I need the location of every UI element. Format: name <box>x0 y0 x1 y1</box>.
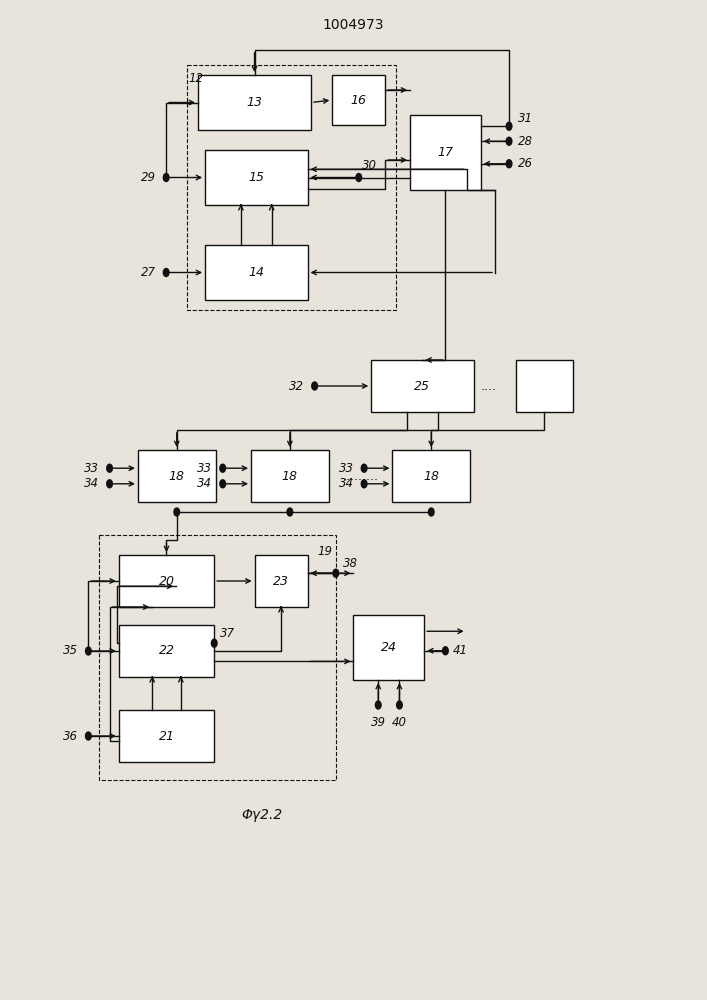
Text: 29: 29 <box>141 171 156 184</box>
Bar <box>187 65 396 310</box>
Text: 36: 36 <box>63 730 78 742</box>
Text: .........: ......... <box>343 470 378 483</box>
Text: ....: .... <box>481 379 497 392</box>
Text: 33: 33 <box>84 462 99 475</box>
Text: 12: 12 <box>189 72 204 85</box>
Bar <box>99 535 336 780</box>
Circle shape <box>220 480 226 488</box>
Circle shape <box>107 464 112 472</box>
Text: 30: 30 <box>362 159 378 172</box>
Text: Φγ2.2: Φγ2.2 <box>241 808 282 822</box>
Circle shape <box>220 464 226 472</box>
Text: 19: 19 <box>317 545 332 558</box>
Circle shape <box>163 268 169 276</box>
Bar <box>410 115 481 190</box>
Circle shape <box>506 122 512 130</box>
Text: 24: 24 <box>381 641 397 654</box>
Text: 27: 27 <box>141 266 156 279</box>
Circle shape <box>397 701 402 709</box>
Bar <box>205 245 308 300</box>
Text: 25: 25 <box>414 379 431 392</box>
Text: 34: 34 <box>197 477 212 490</box>
Bar <box>392 450 470 502</box>
Circle shape <box>86 647 91 655</box>
Circle shape <box>333 569 339 577</box>
Circle shape <box>361 464 367 472</box>
Circle shape <box>443 647 448 655</box>
Bar <box>371 360 474 412</box>
Text: 35: 35 <box>63 645 78 658</box>
Text: 33: 33 <box>197 462 212 475</box>
Circle shape <box>506 160 512 168</box>
Bar <box>332 75 385 125</box>
Text: 38: 38 <box>343 557 358 570</box>
Text: 26: 26 <box>518 157 532 170</box>
Text: 15: 15 <box>248 171 264 184</box>
Text: 17: 17 <box>438 146 453 159</box>
Text: 31: 31 <box>518 112 532 125</box>
Text: 34: 34 <box>339 477 354 490</box>
Text: 32: 32 <box>289 379 304 392</box>
Text: 20: 20 <box>158 575 175 588</box>
Bar <box>516 360 573 412</box>
Text: 1004973: 1004973 <box>323 18 384 32</box>
Text: 14: 14 <box>248 266 264 279</box>
Circle shape <box>287 508 293 516</box>
Bar <box>198 75 311 130</box>
Text: 40: 40 <box>392 716 407 730</box>
Bar <box>255 555 308 607</box>
Text: 18: 18 <box>282 470 298 483</box>
Circle shape <box>361 480 367 488</box>
Text: 41: 41 <box>452 644 467 657</box>
Text: 34: 34 <box>84 477 99 490</box>
Circle shape <box>312 382 317 390</box>
Circle shape <box>174 508 180 516</box>
Text: 37: 37 <box>220 627 235 640</box>
Text: 16: 16 <box>351 94 367 106</box>
Circle shape <box>428 508 434 516</box>
Bar <box>205 150 308 205</box>
Circle shape <box>107 480 112 488</box>
Circle shape <box>211 639 217 647</box>
Text: 33: 33 <box>339 462 354 475</box>
Bar <box>119 710 214 762</box>
Bar <box>119 625 214 677</box>
Bar <box>251 450 329 502</box>
Circle shape <box>506 137 512 145</box>
Circle shape <box>375 701 381 709</box>
Text: 21: 21 <box>158 730 175 742</box>
Bar <box>119 555 214 607</box>
Bar <box>138 450 216 502</box>
Text: 13: 13 <box>247 96 262 109</box>
Text: 28: 28 <box>518 135 532 148</box>
Text: 18: 18 <box>169 470 185 483</box>
Text: 23: 23 <box>273 575 289 588</box>
Text: 39: 39 <box>370 716 386 730</box>
Text: 18: 18 <box>423 470 439 483</box>
Text: 22: 22 <box>158 645 175 658</box>
Circle shape <box>356 174 361 182</box>
Circle shape <box>86 732 91 740</box>
Bar <box>354 615 424 680</box>
Circle shape <box>163 174 169 182</box>
